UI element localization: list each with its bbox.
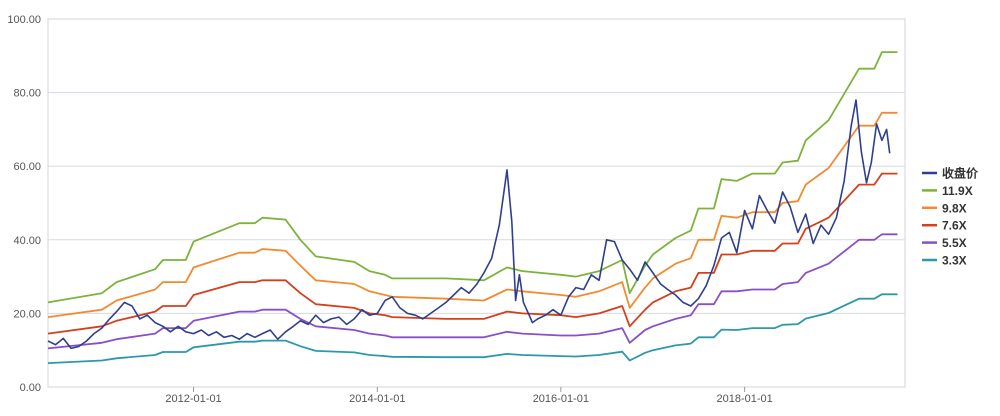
y-tick-label: 100.00 bbox=[7, 14, 41, 26]
grid-lines bbox=[48, 92, 905, 314]
y-axis: 0.00 20.00 40.00 60.00 80.00 100.00 bbox=[7, 14, 41, 394]
y-tick-label: 80.00 bbox=[13, 88, 41, 100]
series-line-5-5X bbox=[47, 233, 898, 350]
y-tick-label: 60.00 bbox=[13, 161, 41, 173]
legend-label: 7.6X bbox=[942, 219, 967, 233]
legend-label: 9.8X bbox=[942, 201, 967, 215]
series-line-11-9X bbox=[47, 51, 898, 304]
y-tick-label: 40.00 bbox=[13, 235, 41, 247]
legend: 收盘价 11.9X 9.8X 7.6X 5.5X 3.3X bbox=[922, 166, 979, 268]
y-tick-label: 20.00 bbox=[13, 308, 41, 320]
x-tick-label: 2012-01-01 bbox=[165, 393, 221, 405]
legend-label: 5.5X bbox=[942, 236, 967, 250]
series-line-close-price bbox=[47, 99, 891, 350]
plot-background bbox=[47, 18, 906, 388]
y-tick-label: 0.00 bbox=[20, 382, 41, 394]
x-tick-label: 2018-01-01 bbox=[716, 393, 772, 405]
series-line-3-3X bbox=[47, 293, 898, 364]
legend-label: 3.3X bbox=[942, 254, 967, 268]
x-axis: 2012-01-01 2014-01-01 2016-01-01 2018-01-01 bbox=[165, 387, 773, 405]
series-lines bbox=[47, 51, 898, 364]
legend-label: 收盘价 bbox=[942, 166, 979, 181]
x-tick-label: 2016-01-01 bbox=[533, 393, 589, 405]
series-line-7-6X bbox=[47, 172, 898, 335]
x-tick-label: 2014-01-01 bbox=[349, 393, 405, 405]
legend-label: 11.9X bbox=[942, 184, 973, 198]
